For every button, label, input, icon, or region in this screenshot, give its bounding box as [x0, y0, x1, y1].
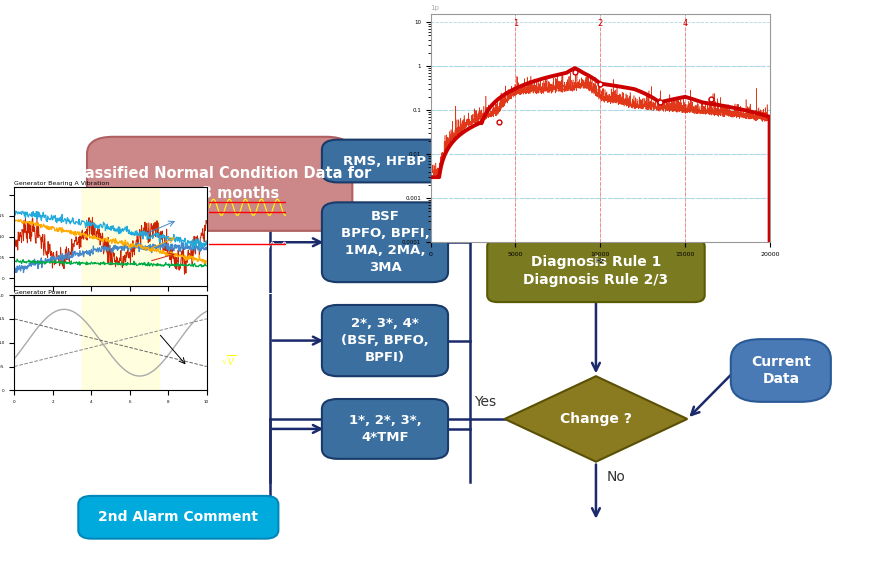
FancyBboxPatch shape [322, 399, 448, 459]
FancyBboxPatch shape [487, 239, 704, 302]
Text: 1p: 1p [430, 5, 439, 11]
Text: No: No [606, 470, 625, 484]
Text: Change ?: Change ? [560, 412, 631, 426]
Text: Diagnosis Rule 1
Diagnosis Rule 2/3: Diagnosis Rule 1 Diagnosis Rule 2/3 [523, 255, 667, 287]
Text: 4: 4 [681, 18, 687, 27]
Text: 2nd Alarm Comment: 2nd Alarm Comment [98, 510, 258, 524]
Text: Classified Normal Condition Data for
over 3 months: Classified Normal Condition Data for ove… [69, 166, 370, 201]
FancyBboxPatch shape [87, 137, 352, 231]
FancyBboxPatch shape [322, 202, 448, 282]
FancyBboxPatch shape [322, 305, 448, 376]
Circle shape [458, 178, 493, 201]
FancyBboxPatch shape [322, 140, 448, 182]
Polygon shape [504, 376, 687, 462]
Text: Yes: Yes [474, 394, 495, 409]
FancyBboxPatch shape [487, 171, 704, 211]
Text: 2: 2 [597, 18, 602, 27]
Text: BSF
BPFO, BPFI,
1MA, 2MA,
3MA: BSF BPFO, BPFI, 1MA, 2MA, 3MA [340, 210, 429, 274]
Text: 1: 1 [512, 18, 518, 27]
Text: 2*, 3*, 4*
(BSF, BPFO,
BPFI): 2*, 3*, 4* (BSF, BPFO, BPFI) [341, 317, 428, 364]
FancyBboxPatch shape [730, 339, 830, 402]
X-axis label: Hz: Hz [595, 258, 604, 264]
Text: Normal Pattern Analysis: Normal Pattern Analysis [501, 184, 690, 198]
Text: RMS, HFBP: RMS, HFBP [343, 154, 426, 168]
Text: Current
Data: Current Data [750, 356, 810, 385]
FancyBboxPatch shape [78, 496, 278, 539]
Text: 1*, 2*, 3*,
4*TMF: 1*, 2*, 3*, 4*TMF [348, 414, 421, 444]
